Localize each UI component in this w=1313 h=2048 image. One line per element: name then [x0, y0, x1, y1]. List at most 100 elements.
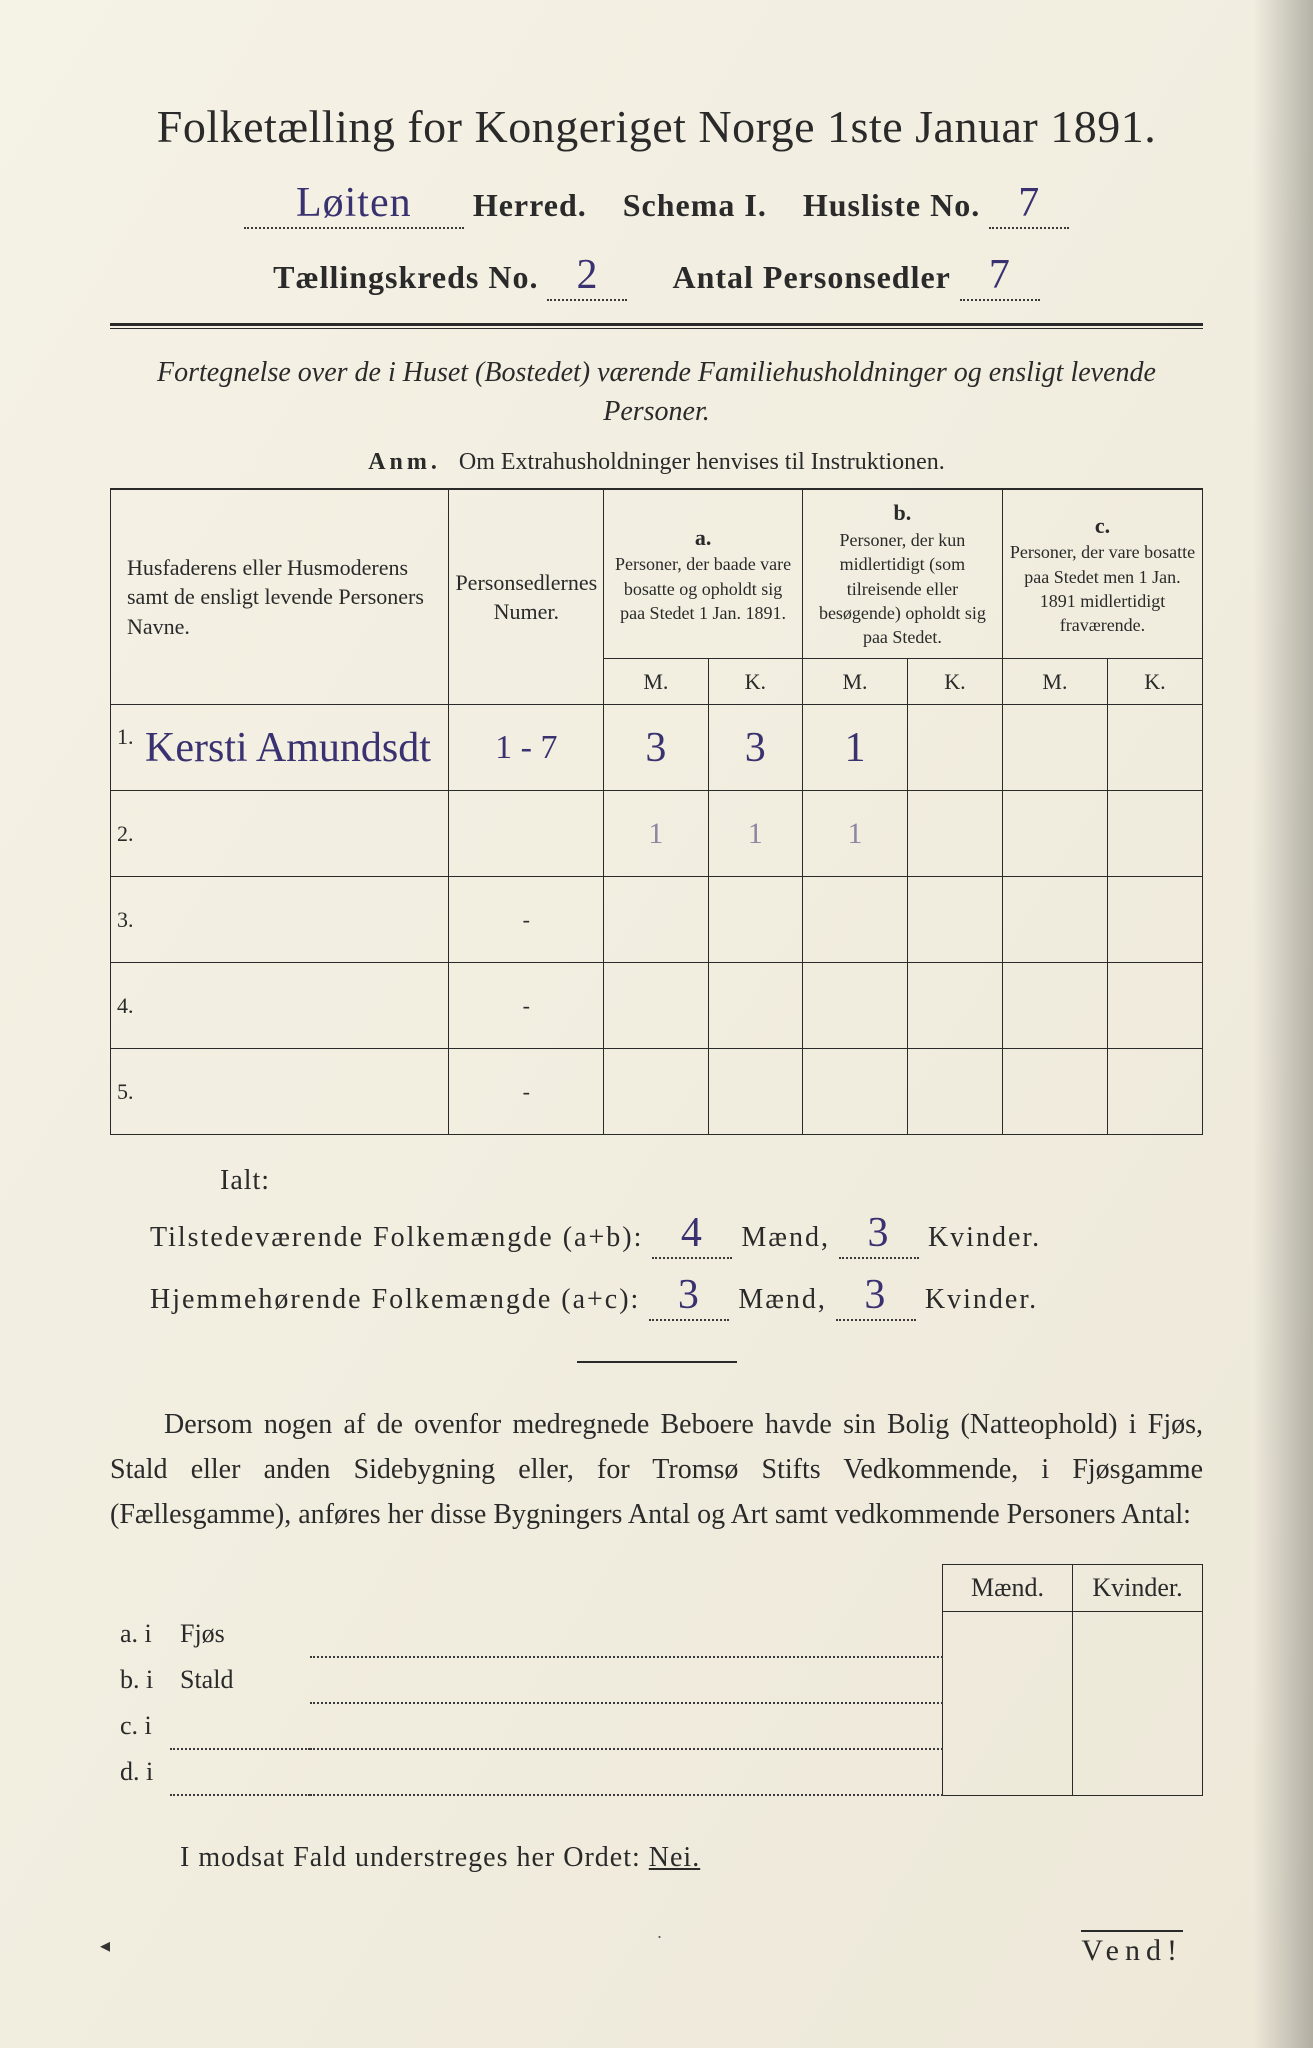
sidebldg-dots	[310, 1657, 943, 1703]
col-name-header: Husfaderens eller Husmoderens samt de en…	[111, 489, 449, 704]
anm-prefix: Anm.	[368, 449, 441, 475]
sidebldg-row: b. i Stald	[110, 1657, 1203, 1703]
maend-label: Mænd,	[738, 1284, 827, 1315]
tilstede-label: Tilstedeværende Folkemængde (a+b):	[150, 1222, 643, 1253]
husliste-label: Husliste No.	[803, 187, 980, 223]
cell-numer: -	[449, 963, 604, 1049]
col-a-m: M.	[604, 658, 708, 705]
cell-bm: 1	[802, 705, 907, 791]
col-c-m: M.	[1002, 658, 1107, 705]
schema-label: Schema I.	[623, 187, 767, 223]
table-row: 1. Kersti Amundsdt 1 - 7 3 3 1	[111, 705, 1203, 791]
col-c-header: c. Personer, der vare bosatte paa Stedet…	[1002, 489, 1202, 658]
cell-ck	[1108, 705, 1203, 791]
kvinder-label: Kvinder.	[928, 1222, 1041, 1253]
cell-am: 3	[604, 705, 708, 791]
sidebldg-dots	[310, 1611, 943, 1657]
mk-kvinder-header: Kvinder.	[1073, 1564, 1203, 1611]
hjemme-k: 3	[864, 1272, 887, 1318]
sidebldg-cat: Fjøs	[170, 1611, 310, 1657]
kreds-field: 2	[547, 251, 627, 301]
cell-ak: 1	[708, 791, 802, 877]
cell-ak: 3	[708, 705, 802, 791]
annotation-line: Anm. Om Extrahusholdninger henvises til …	[110, 449, 1203, 476]
maend-label: Mænd,	[741, 1222, 830, 1253]
anm-text: Om Extrahusholdninger henvises til Instr…	[459, 449, 945, 475]
side-building-table: Mænd. Kvinder. a. i Fjøs b. i Stald c. i…	[110, 1564, 1203, 1797]
vend-label: Vend!	[1081, 1930, 1183, 1968]
sidebldg-label: d. i	[110, 1749, 170, 1795]
sidebldg-label: b. i	[110, 1657, 170, 1703]
cell-numer: 1 - 7	[449, 705, 604, 791]
kreds-value: 2	[576, 252, 598, 298]
sidebldg-label: c. i	[110, 1703, 170, 1749]
sidebldg-k	[1073, 1657, 1203, 1703]
sidebldg-dots	[310, 1749, 943, 1795]
side-building-paragraph: Dersom nogen af de ovenfor medregnede Be…	[110, 1403, 1203, 1537]
page-title: Folketælling for Kongeriget Norge 1ste J…	[110, 100, 1203, 153]
sidebldg-row: a. i Fjøs	[110, 1611, 1203, 1657]
row-number: 4.	[117, 993, 134, 1019]
tilstede-k: 3	[867, 1210, 890, 1256]
nei-word: Nei.	[649, 1842, 700, 1873]
sidebldg-dots	[310, 1703, 943, 1749]
col-a-text: Personer, der baade vare bosatte og opho…	[610, 552, 796, 625]
cell-numer	[449, 791, 604, 877]
col-numer-header: Personsedlernes Numer.	[449, 489, 604, 704]
sidebldg-k	[1073, 1749, 1203, 1795]
divider-rule	[110, 323, 1203, 329]
husliste-field: 7	[989, 179, 1069, 229]
personsedler-field: 7	[960, 251, 1040, 301]
cell-cm	[1002, 705, 1107, 791]
row-number: 3.	[117, 907, 134, 933]
header-line-1: Løiten Herred. Schema I. Husliste No. 7	[110, 179, 1203, 229]
col-name-text: Husfaderens eller Husmoderens samt de en…	[127, 555, 424, 639]
kreds-label: Tællingskreds No.	[273, 259, 538, 295]
sidebldg-cat: Stald	[170, 1657, 310, 1703]
herred-field: Løiten	[244, 179, 464, 229]
sidebldg-m	[943, 1749, 1073, 1795]
cell-am: 1	[604, 791, 708, 877]
separator-rule	[577, 1361, 737, 1363]
cell-name: 4.	[111, 963, 449, 1049]
cell-bk	[908, 791, 1003, 877]
cell-numer: -	[449, 1049, 604, 1135]
cell-name: 5.	[111, 1049, 449, 1135]
nei-line: I modsat Fald understreges her Ordet: Ne…	[180, 1842, 1203, 1874]
mk-maend-header: Mænd.	[943, 1564, 1073, 1611]
herred-label: Herred.	[473, 187, 587, 223]
hjemme-label: Hjemmehørende Folkemængde (a+c):	[150, 1284, 640, 1315]
herred-value: Løiten	[296, 180, 412, 226]
subtitle: Fortegnelse over de i Huset (Bostedet) v…	[110, 353, 1203, 431]
row-number: 5.	[117, 1079, 134, 1105]
kvinder-label: Kvinder.	[925, 1284, 1038, 1315]
col-b-label: b.	[809, 498, 996, 528]
table-row: 4. -	[111, 963, 1203, 1049]
col-c-k: K.	[1108, 658, 1203, 705]
sidebldg-k	[1073, 1703, 1203, 1749]
sum-hjemme: Hjemmehørende Folkemængde (a+c): 3 Mænd,…	[150, 1271, 1203, 1321]
col-c-label: c.	[1009, 511, 1196, 541]
sidebldg-m	[943, 1703, 1073, 1749]
cell-bm: 1	[802, 791, 907, 877]
col-a-label: a.	[610, 523, 796, 553]
cell-name: 3.	[111, 877, 449, 963]
cell-ck	[1108, 791, 1203, 877]
sidebldg-cat	[170, 1703, 310, 1749]
table-row: 2. 1 1 1	[111, 791, 1203, 877]
sidebldg-row: c. i	[110, 1703, 1203, 1749]
header-line-2: Tællingskreds No. 2 Antal Personsedler 7	[110, 251, 1203, 301]
row-number: 2.	[117, 821, 134, 847]
household-table: Husfaderens eller Husmoderens samt de en…	[110, 488, 1203, 1135]
cell-numer: -	[449, 877, 604, 963]
corner-mark-icon: ◂	[100, 1933, 110, 1958]
col-a-k: K.	[708, 658, 802, 705]
sidebldg-row: d. i	[110, 1749, 1203, 1795]
sidebldg-cat	[170, 1749, 310, 1795]
cell-cm	[1002, 791, 1107, 877]
table-body: 1. Kersti Amundsdt 1 - 7 3 3 1 2. 1 1 1	[111, 705, 1203, 1135]
table-row: 5. -	[111, 1049, 1203, 1135]
sidebldg-m	[943, 1657, 1073, 1703]
husliste-value: 7	[1018, 180, 1040, 226]
col-b-text: Personer, der kun midlertidigt (som tilr…	[809, 528, 996, 649]
